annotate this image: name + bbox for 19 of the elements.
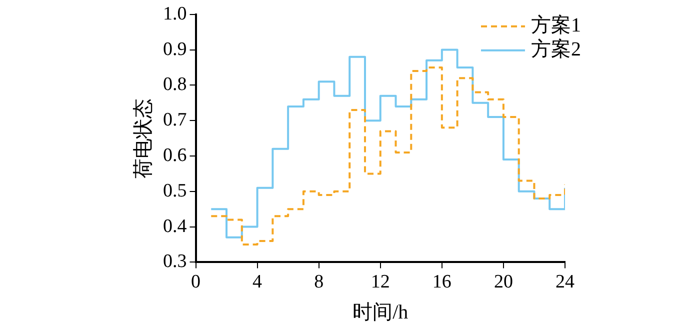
x-tick-label: 20	[494, 272, 513, 293]
legend-label: 方案2	[531, 38, 581, 61]
x-tick-label: 8	[314, 272, 324, 293]
x-tick-label: 0	[191, 272, 200, 293]
x-tick-label: 24	[556, 272, 575, 293]
x-tick-label: 4	[252, 272, 263, 293]
y-axis-title: 荷电状态	[132, 98, 154, 178]
y-tick-label: 0.6	[163, 144, 187, 166]
y-tick-label: 0.7	[163, 110, 187, 131]
y-tick-label: 0.4	[163, 216, 188, 237]
legend-label: 方案1	[531, 14, 581, 37]
y-tick-label: 0.9	[163, 38, 187, 60]
y-tick-label: 0.5	[163, 180, 187, 202]
x-axis-title: 时间/h	[352, 301, 408, 324]
y-tick-label: 0.8	[163, 74, 187, 96]
x-tick-label: 12	[370, 272, 390, 293]
x-tick-label: 16	[432, 272, 452, 293]
y-tick-label: 0.3	[163, 251, 187, 272]
y-tick-label: 1.0	[163, 3, 187, 24]
